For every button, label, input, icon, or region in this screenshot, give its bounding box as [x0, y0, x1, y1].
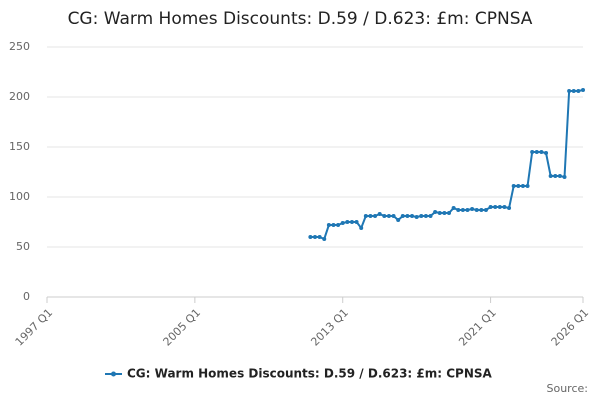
data-point [516, 184, 521, 188]
data-point [363, 214, 368, 218]
y-tick-label: 200 [9, 90, 30, 103]
y-tick-label: 100 [9, 190, 30, 203]
data-point [451, 206, 456, 210]
data-point [322, 237, 327, 241]
data-point [562, 175, 567, 179]
x-tick-label: 1997 Q1 [13, 306, 56, 349]
data-point [326, 223, 331, 227]
data-point [386, 214, 391, 218]
data-point [479, 208, 484, 212]
data-line [310, 89, 584, 241]
y-tick-label: 0 [23, 290, 30, 303]
data-point [349, 220, 354, 224]
data-point [557, 174, 562, 178]
data-point [382, 214, 387, 218]
data-point [502, 205, 507, 209]
data-point [428, 214, 433, 218]
data-point [391, 214, 396, 218]
data-point [534, 150, 539, 154]
legend-marker [111, 371, 116, 377]
data-point [410, 214, 415, 218]
data-point [354, 220, 359, 224]
data-point [414, 215, 419, 219]
data-point [442, 211, 447, 215]
data-point [548, 174, 553, 178]
data-point [331, 223, 336, 227]
data-point [437, 211, 442, 215]
x-tick-label: 2021 Q1 [456, 306, 499, 349]
data-point [520, 184, 525, 188]
data-point [530, 150, 535, 154]
data-point [396, 218, 401, 222]
data-point [507, 206, 512, 210]
data-point [313, 235, 317, 239]
data-point [525, 184, 530, 188]
source: Source: [547, 382, 589, 395]
data-point [511, 184, 516, 188]
data-point [539, 150, 544, 154]
data-point [447, 211, 451, 215]
data-point [419, 214, 424, 218]
data-point [544, 151, 549, 155]
data-point [456, 208, 461, 212]
y-tick-label: 250 [9, 40, 30, 53]
x-tick-label: 2026 Q1 [549, 306, 592, 349]
data-point [373, 214, 378, 218]
data-point [423, 214, 428, 218]
x-tick-label: 2013 Q1 [308, 306, 351, 349]
data-point [581, 88, 585, 92]
data-point [460, 208, 465, 212]
data-point [377, 212, 382, 216]
data-point [465, 208, 470, 212]
legend-label: CG: Warm Homes Discounts: D.59 / D.623: … [127, 367, 493, 381]
data-point [340, 221, 345, 225]
data-point [567, 89, 572, 93]
data-point [470, 207, 475, 211]
data-point [368, 214, 373, 218]
x-tick-label: 2005 Q1 [161, 306, 204, 349]
data-point [571, 89, 576, 93]
data-point [488, 205, 493, 209]
data-point [497, 205, 502, 209]
data-point [336, 223, 341, 227]
data-point [433, 210, 438, 214]
data-point [553, 174, 558, 178]
data-point [359, 226, 364, 230]
data-point [308, 235, 313, 239]
data-point [493, 205, 498, 209]
y-tick-label: 150 [9, 140, 30, 153]
data-point [400, 214, 405, 218]
chart-title: CG: Warm Homes Discounts: D.59 / D.623: … [68, 9, 533, 29]
y-tick-label: 50 [16, 240, 30, 253]
data-point [474, 208, 479, 212]
data-point [483, 208, 488, 212]
data-point [345, 220, 350, 224]
data-point [317, 235, 322, 239]
data-point [405, 214, 410, 218]
data-point [576, 89, 581, 93]
